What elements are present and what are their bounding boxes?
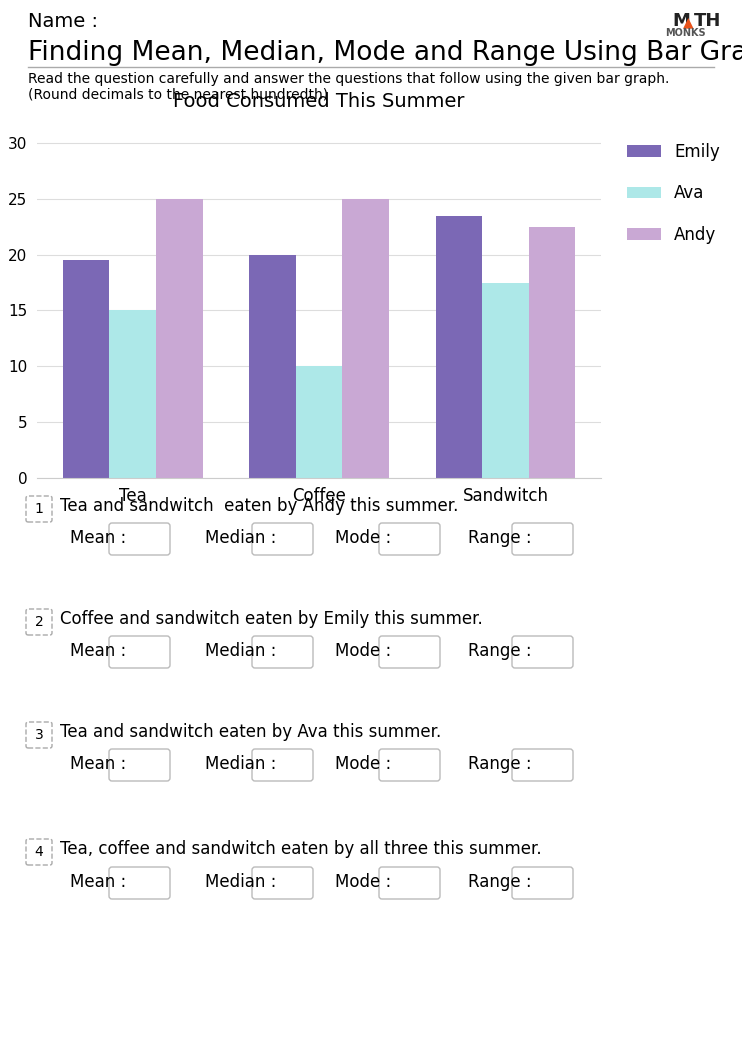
Legend: Emily, Ava, Andy: Emily, Ava, Andy bbox=[620, 136, 726, 250]
Text: Mean :: Mean : bbox=[70, 642, 126, 660]
Text: Read the question carefully and answer the questions that follow using the given: Read the question carefully and answer t… bbox=[28, 72, 669, 86]
Bar bbox=[529, 227, 575, 478]
Text: Tea, coffee and sandwitch eaten by all three this summer.: Tea, coffee and sandwitch eaten by all t… bbox=[60, 840, 542, 858]
FancyBboxPatch shape bbox=[109, 867, 170, 899]
Bar bbox=[109, 311, 156, 478]
Bar bbox=[249, 255, 296, 478]
Text: Median :: Median : bbox=[205, 755, 276, 773]
FancyBboxPatch shape bbox=[379, 749, 440, 781]
Text: ▲: ▲ bbox=[683, 15, 694, 29]
FancyBboxPatch shape bbox=[512, 636, 573, 668]
Text: Mode :: Mode : bbox=[335, 873, 391, 891]
Text: Tea and sandwitch eaten by Ava this summer.: Tea and sandwitch eaten by Ava this summ… bbox=[60, 723, 441, 741]
Text: Coffee and sandwitch eaten by Emily this summer.: Coffee and sandwitch eaten by Emily this… bbox=[60, 610, 483, 628]
Text: 1: 1 bbox=[35, 502, 44, 516]
Title: Food Consumed This Summer: Food Consumed This Summer bbox=[174, 91, 464, 111]
FancyBboxPatch shape bbox=[252, 523, 313, 555]
FancyBboxPatch shape bbox=[252, 749, 313, 781]
FancyBboxPatch shape bbox=[26, 839, 52, 865]
Text: Mean :: Mean : bbox=[70, 873, 126, 891]
Text: M: M bbox=[672, 12, 690, 30]
Text: Median :: Median : bbox=[205, 642, 276, 660]
FancyBboxPatch shape bbox=[379, 636, 440, 668]
Bar bbox=[482, 282, 529, 478]
Text: Range :: Range : bbox=[468, 642, 531, 660]
Text: Mean :: Mean : bbox=[70, 755, 126, 773]
FancyBboxPatch shape bbox=[26, 609, 52, 635]
FancyBboxPatch shape bbox=[109, 749, 170, 781]
FancyBboxPatch shape bbox=[512, 749, 573, 781]
Text: Median :: Median : bbox=[205, 529, 276, 547]
FancyBboxPatch shape bbox=[109, 523, 170, 555]
Bar bbox=[342, 198, 389, 478]
Text: MONKS: MONKS bbox=[665, 28, 706, 38]
Text: Mode :: Mode : bbox=[335, 529, 391, 547]
FancyBboxPatch shape bbox=[379, 867, 440, 899]
Text: 2: 2 bbox=[35, 615, 43, 629]
Text: 4: 4 bbox=[35, 845, 43, 859]
Text: Range :: Range : bbox=[468, 873, 531, 891]
Bar bbox=[156, 198, 203, 478]
Text: Median :: Median : bbox=[205, 873, 276, 891]
FancyBboxPatch shape bbox=[379, 523, 440, 555]
Text: (Round decimals to the nearest hundredth): (Round decimals to the nearest hundredth… bbox=[28, 88, 328, 102]
Text: Range :: Range : bbox=[468, 755, 531, 773]
Text: TH: TH bbox=[694, 12, 721, 30]
Bar bbox=[436, 215, 482, 478]
FancyBboxPatch shape bbox=[252, 636, 313, 668]
Text: Mode :: Mode : bbox=[335, 755, 391, 773]
Text: Tea and sandwitch  eaten by Andy this summer.: Tea and sandwitch eaten by Andy this sum… bbox=[60, 497, 459, 514]
Text: Finding Mean, Median, Mode and Range Using Bar Graph: Finding Mean, Median, Mode and Range Usi… bbox=[28, 40, 742, 66]
Text: Mean :: Mean : bbox=[70, 529, 126, 547]
FancyBboxPatch shape bbox=[109, 636, 170, 668]
FancyBboxPatch shape bbox=[512, 867, 573, 899]
FancyBboxPatch shape bbox=[26, 722, 52, 748]
FancyBboxPatch shape bbox=[26, 496, 52, 522]
FancyBboxPatch shape bbox=[512, 523, 573, 555]
Bar bbox=[63, 260, 109, 478]
Bar bbox=[296, 366, 342, 478]
Text: Name :: Name : bbox=[28, 12, 98, 32]
FancyBboxPatch shape bbox=[252, 867, 313, 899]
Text: Mode :: Mode : bbox=[335, 642, 391, 660]
Text: 3: 3 bbox=[35, 728, 43, 742]
Text: Range :: Range : bbox=[468, 529, 531, 547]
